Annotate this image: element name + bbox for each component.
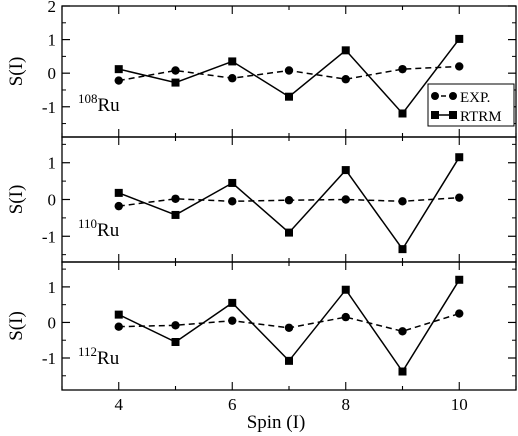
panel-2: -1 0 1 S(I) 112Ru 4 6 8 10: [6, 261, 517, 414]
y-tick-label: -1: [42, 98, 56, 117]
legend-marker-square: [431, 111, 439, 119]
data-point-square: [398, 109, 407, 118]
data-point-square: [228, 178, 237, 187]
y-tick-label: 1: [48, 154, 57, 173]
data-point-circle: [228, 197, 237, 206]
x-tick-label: 10: [451, 395, 468, 414]
nucleus-mass-number: 112: [78, 344, 97, 359]
data-point-square: [285, 92, 293, 101]
data-point-square: [285, 228, 293, 237]
legend-marker-circle: [449, 92, 457, 100]
legend-entry-label: RTRM: [460, 109, 502, 125]
data-point-circle: [398, 197, 407, 206]
data-point-circle: [341, 75, 350, 84]
y-tick-label: -1: [42, 349, 56, 368]
data-point-circle: [455, 62, 464, 71]
data-point-square: [114, 188, 123, 197]
nucleus-mass-number: 110: [78, 216, 97, 231]
x-axis-label: Spin (I): [247, 412, 306, 433]
data-point-circle: [228, 316, 237, 325]
panel-1: -1 0 1 S(I) 110Ru: [6, 136, 517, 263]
y-tick-label: 0: [48, 191, 57, 210]
data-point-square: [341, 46, 350, 55]
legend-marker-square: [449, 111, 457, 119]
nucleus-mass-number: 108: [78, 91, 98, 106]
data-point-circle: [341, 195, 350, 204]
data-point-square: [455, 34, 464, 43]
data-point-square: [398, 245, 407, 254]
data-point-circle: [228, 74, 237, 83]
y-tick-label: 1: [48, 278, 57, 297]
data-point-circle: [398, 64, 407, 74]
data-point-square: [455, 275, 464, 284]
y-tick-label: 1: [48, 31, 57, 50]
nucleus-label: 110Ru: [78, 216, 120, 241]
data-point-circle: [171, 194, 180, 203]
legend: EXP. RTRM: [427, 83, 515, 127]
data-point-circle: [341, 312, 350, 322]
data-point-square: [455, 153, 464, 162]
nucleus-label: 112Ru: [78, 344, 120, 369]
y-tick-label: 0: [48, 64, 57, 83]
x-tick-label: 6: [228, 395, 237, 414]
panel-0: -1 0 1 2 S(I) 108Ru EXP. RTRM: [6, 0, 517, 138]
legend-marker-circle: [431, 92, 439, 100]
y-tick-label: 0: [48, 313, 57, 332]
series-line-rtrm: [118, 38, 460, 115]
nucleus-label: 108Ru: [78, 91, 120, 116]
nucleus-element: Ru: [97, 348, 120, 369]
data-point-square: [285, 356, 293, 365]
data-point-square: [114, 65, 123, 74]
data-point-circle: [284, 323, 294, 332]
data-point-circle: [114, 322, 123, 331]
data-point-square: [171, 338, 180, 346]
y-tick-label: -1: [42, 227, 56, 246]
data-point-circle: [284, 66, 294, 75]
data-point-circle: [114, 201, 123, 211]
x-tick-label: 8: [342, 395, 351, 414]
nucleus-element: Ru: [97, 220, 120, 241]
legend-box: [427, 83, 515, 127]
y-axis-label: S(I): [6, 185, 27, 215]
data-point-circle: [114, 76, 123, 85]
nucleus-element: Ru: [98, 95, 121, 116]
data-point-circle: [455, 309, 464, 318]
y-axis-label: S(I): [6, 57, 27, 87]
data-point-circle: [171, 66, 180, 75]
data-point-square: [341, 285, 350, 294]
x-tick-label: 4: [115, 395, 124, 414]
data-point-circle: [398, 327, 407, 336]
data-point-square: [228, 298, 237, 307]
data-point-square: [341, 166, 350, 175]
data-point-square: [171, 78, 180, 87]
data-point-square: [398, 367, 407, 376]
data-point-circle: [171, 321, 180, 330]
data-point-circle: [455, 193, 464, 202]
data-point-square: [171, 210, 180, 219]
y-tick-label: 2: [48, 0, 57, 16]
data-point-square: [114, 310, 123, 319]
data-point-circle: [284, 196, 294, 205]
y-axis-label: S(I): [6, 311, 27, 341]
legend-entry-label: EXP.: [460, 90, 490, 106]
data-point-square: [228, 57, 237, 66]
